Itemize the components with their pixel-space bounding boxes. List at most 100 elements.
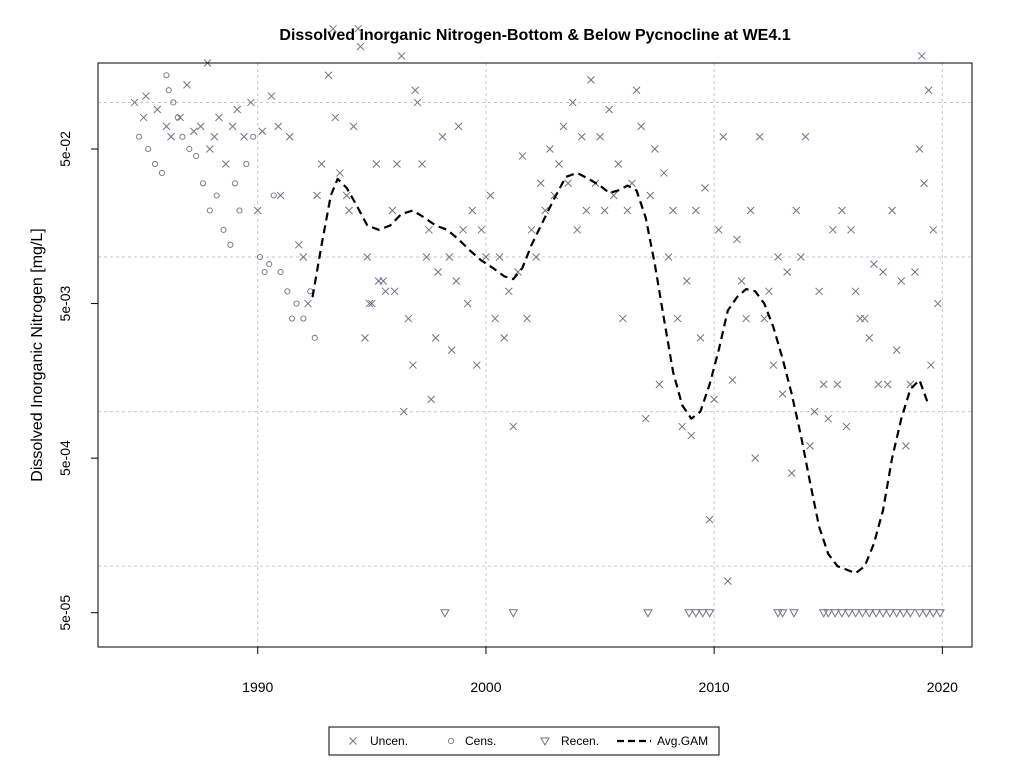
uncensored-point [329, 24, 337, 33]
uncensored-point [701, 184, 709, 192]
y-tick-label: 5e-05 [57, 595, 73, 631]
recensored-point [643, 609, 653, 618]
uncensored-point [167, 132, 175, 141]
censored-point [311, 334, 318, 341]
uncensored-point [710, 395, 718, 404]
recensored-point [864, 609, 875, 618]
uncensored-point [847, 225, 855, 234]
uncensored-point [733, 235, 741, 244]
uncensored-point [267, 92, 276, 100]
uncensored-point [769, 361, 778, 369]
uncensored-point [646, 191, 655, 200]
uncensored-point [892, 346, 901, 354]
uncensored-point [349, 122, 358, 131]
uncensored-point [221, 160, 230, 168]
x-tick-label: 2020 [927, 679, 958, 695]
uncensored-point [504, 287, 513, 296]
uncensored-point [452, 277, 461, 285]
uncensored-point [605, 105, 614, 114]
uncensored-point [682, 277, 691, 285]
uncensored-point [819, 380, 828, 389]
uncensored-point [162, 122, 171, 131]
uncensored-point [397, 52, 406, 60]
uncensored-point [495, 253, 504, 261]
uncensored-point [532, 253, 540, 261]
uncensored-point [920, 179, 928, 188]
recensored-point [884, 609, 895, 618]
uncensored-point [313, 191, 321, 200]
uncensored-point [614, 160, 623, 168]
uncensored-point [390, 287, 399, 296]
uncensored-point [317, 160, 326, 168]
axes: 1990 2000 2010 2020 5e-05 5e-04 5e-03 5e-02 [57, 131, 958, 695]
uncensored-point [404, 314, 413, 323]
uncensored-point [660, 169, 668, 177]
uncensored-point [687, 431, 696, 440]
uncensored-point [500, 334, 509, 342]
uncensored-point [518, 152, 527, 160]
uncensored-point [927, 361, 935, 369]
recensored-point [871, 609, 882, 618]
uncensored-point [632, 86, 641, 95]
uncensored-point [379, 277, 388, 285]
uncensored-point [422, 253, 431, 261]
uncensored-point [678, 422, 687, 431]
data-points [130, 24, 945, 618]
uncensored-point [445, 253, 454, 261]
uncensored-point [438, 132, 447, 141]
uncensored-point [276, 191, 285, 200]
uncensored-point [247, 98, 255, 107]
recensored-point [914, 609, 925, 618]
uncensored-point [796, 253, 805, 261]
recensored-point [789, 609, 799, 618]
censored-point [261, 268, 268, 276]
legend-label: Uncen. [370, 734, 408, 748]
uncensored-point [514, 268, 522, 276]
legend-swatch [540, 737, 550, 747]
censored-point [158, 169, 165, 176]
uncensored-point [472, 361, 481, 369]
uncensored-point [582, 206, 591, 215]
uncensored-point [523, 314, 531, 323]
censored-point [243, 160, 250, 168]
recensored-point [843, 609, 854, 618]
censored-point [293, 300, 300, 307]
uncensored-point [911, 268, 919, 276]
uncensored-point [388, 206, 397, 215]
uncensored-point [545, 145, 554, 153]
uncensored-point [564, 179, 572, 188]
uncensored-point [477, 225, 486, 234]
uncensored-point [409, 361, 417, 369]
uncensored-point [324, 71, 333, 80]
uncensored-point [751, 454, 760, 462]
uncensored-point [258, 127, 267, 136]
uncensored-point [792, 206, 801, 215]
uncensored-point [915, 145, 924, 153]
recensored-point [684, 609, 694, 618]
uncensored-point [559, 122, 568, 131]
uncensored-point [459, 225, 467, 234]
uncensored-point [427, 395, 436, 404]
uncensored-point [183, 80, 191, 89]
uncensored-point [609, 191, 618, 200]
uncensored-point [637, 122, 645, 131]
uncensored-point [664, 253, 673, 261]
uncensored-point [806, 442, 814, 450]
recensored-point [691, 609, 701, 618]
uncensored-point [728, 376, 737, 384]
uncensored-point [737, 277, 746, 285]
uncensored-point [641, 414, 650, 423]
x-tick-label: 1990 [242, 679, 273, 695]
uncensored-point [783, 268, 792, 276]
chart-title: Dissolved Inorganic Nitrogen-Bottom & Be… [279, 27, 790, 44]
uncensored-point [888, 206, 896, 215]
uncensored-point [755, 132, 764, 141]
uncensored-point [274, 122, 283, 131]
uncensored-point [463, 299, 472, 308]
uncensored-point [573, 225, 582, 234]
uncensored-point [883, 380, 892, 389]
uncensored-point [361, 334, 369, 342]
uncensored-point [778, 390, 787, 398]
uncensored-point [393, 160, 401, 168]
